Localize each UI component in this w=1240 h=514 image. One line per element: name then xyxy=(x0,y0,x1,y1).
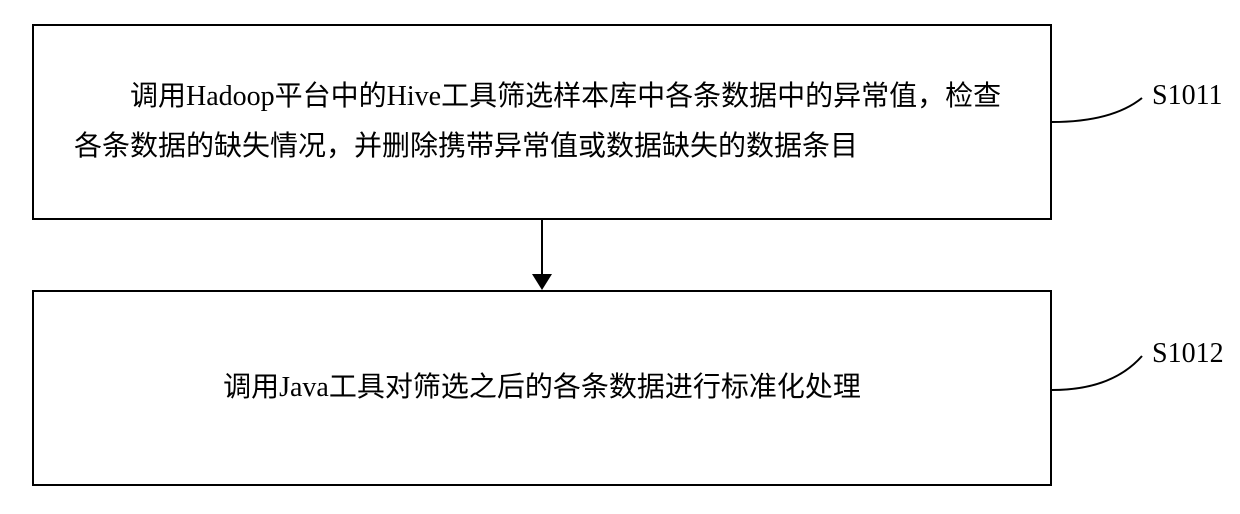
flow-node-s1011: 调用Hadoop平台中的Hive工具筛选样本库中各条数据中的异常值，检查各条数据… xyxy=(32,24,1052,220)
flowchart-canvas: 调用Hadoop平台中的Hive工具筛选样本库中各条数据中的异常值，检查各条数据… xyxy=(0,0,1240,514)
connector-s1012 xyxy=(1052,350,1152,400)
flow-edge-s1011-s1012-shaft xyxy=(541,220,543,276)
flow-label-s1011: S1011 xyxy=(1152,80,1223,112)
flow-node-s1011-text: 调用Hadoop平台中的Hive工具筛选样本库中各条数据中的异常值，检查各条数据… xyxy=(74,72,1010,173)
flow-edge-s1011-s1012-head xyxy=(532,274,552,290)
flow-node-s1012-text: 调用Java工具对筛选之后的各条数据进行标准化处理 xyxy=(74,363,1010,413)
connector-s1011 xyxy=(1052,92,1152,132)
flow-label-s1012: S1012 xyxy=(1152,338,1224,370)
flow-node-s1012: 调用Java工具对筛选之后的各条数据进行标准化处理 xyxy=(32,290,1052,486)
